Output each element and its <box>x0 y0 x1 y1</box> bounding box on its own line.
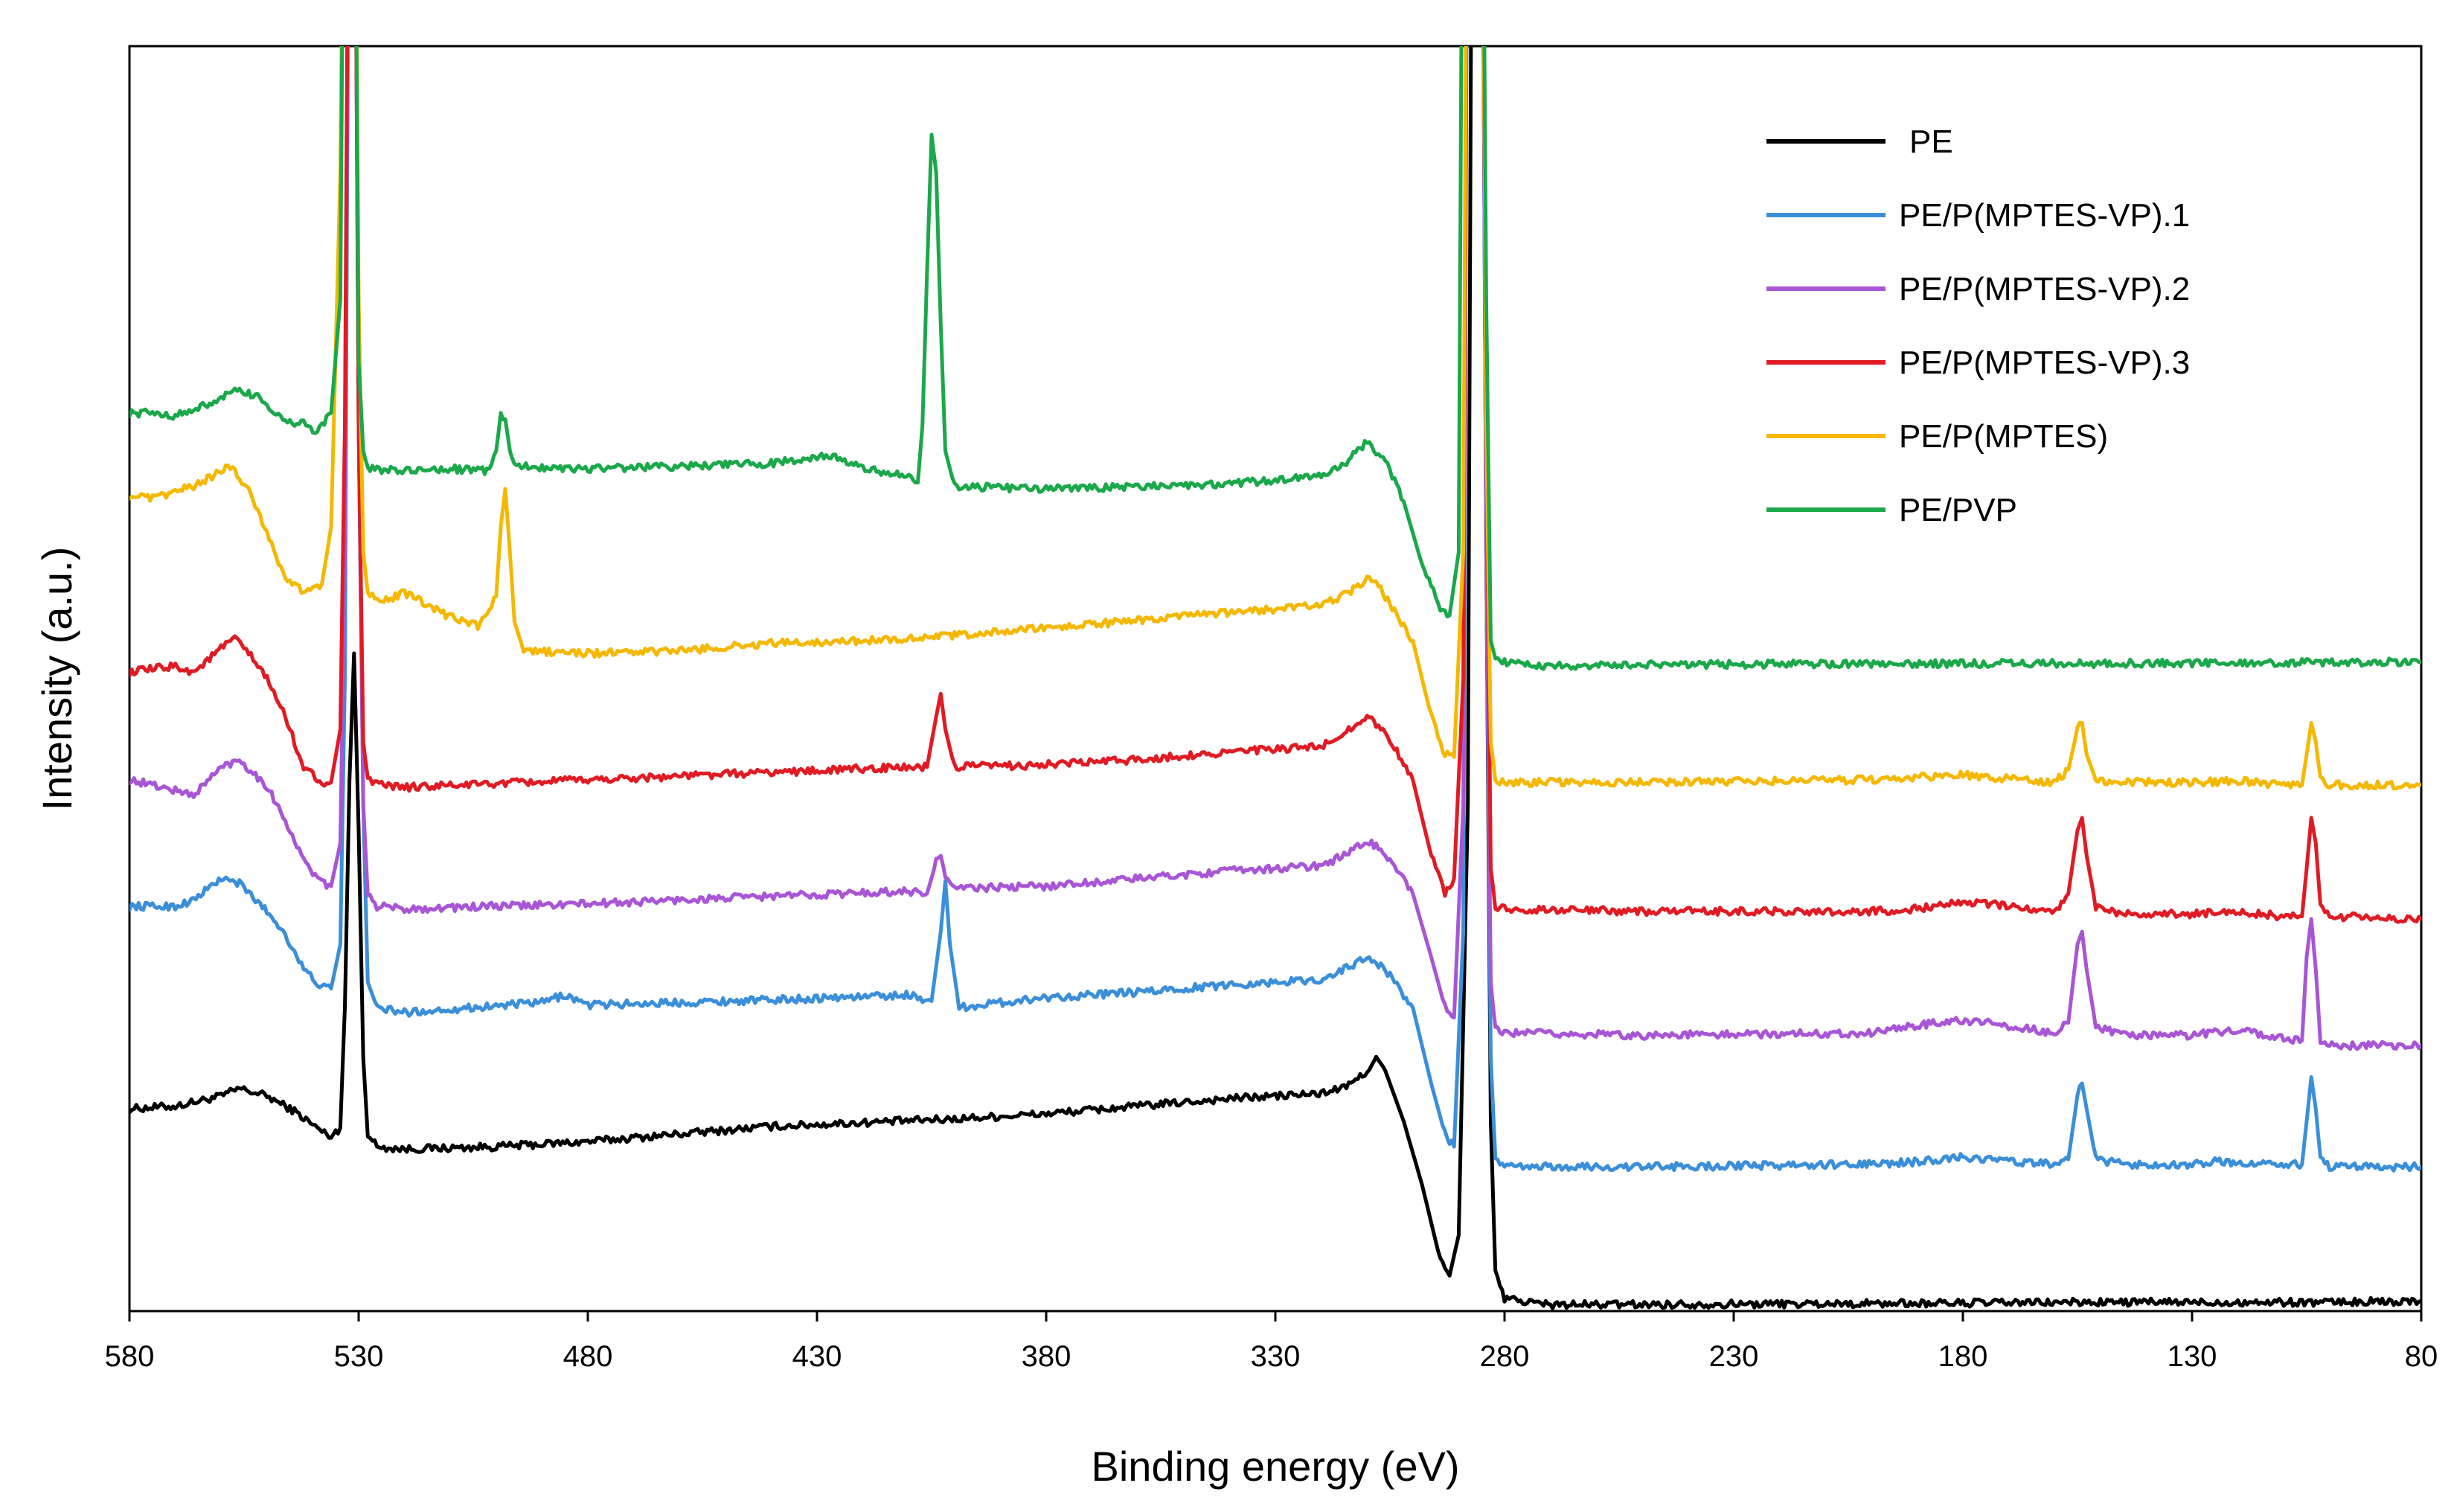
x-tick-label-380: 380 <box>1022 1340 1071 1373</box>
series-line-pe-p-mptes-vp-2 <box>129 46 2421 1051</box>
series-line-pe-pvp <box>129 46 2421 671</box>
series-line-pe-p-mptes <box>129 46 2421 791</box>
legend-label-pe-p-mptes: PE/P(MPTES) <box>1899 418 2108 455</box>
x-tick-label-130: 130 <box>2168 1340 2217 1373</box>
x-tick-label-230: 230 <box>1709 1340 1759 1373</box>
legend-label-pe: PE <box>1909 124 1953 160</box>
x-tick-label-180: 180 <box>1938 1340 1988 1373</box>
legend: PE PE/P(MPTES-VP).1 PE/P(MPTES-VP).2 PE/P(M… <box>1766 124 2190 528</box>
y-axis-title: Intensity (a.u.) <box>33 547 80 811</box>
x-tick-label-480: 480 <box>563 1340 613 1373</box>
series-line-pe <box>129 46 2421 1310</box>
x-tick-label-80: 80 <box>2405 1340 2438 1373</box>
legend-label-pe-pvp: PE/PVP <box>1899 492 2017 528</box>
series-line-pe-p-mptes-vp-1 <box>129 46 2421 1173</box>
series-layer <box>129 46 2421 1310</box>
x-tick-label-530: 530 <box>334 1340 384 1373</box>
legend-label-pe-p-mptes-vp-2: PE/P(MPTES-VP).2 <box>1899 271 2190 307</box>
x-tick-label-330: 330 <box>1251 1340 1301 1373</box>
x-tick-label-430: 430 <box>792 1340 842 1373</box>
x-axis-title: Binding energy (eV) <box>1092 1443 1460 1490</box>
legend-label-pe-p-mptes-vp-1: PE/P(MPTES-VP).1 <box>1899 197 2190 234</box>
x-tick-label-280: 280 <box>1480 1340 1530 1373</box>
x-tick-label-580: 580 <box>105 1340 155 1373</box>
series-line-pe-p-mptes-vp-3 <box>129 46 2421 924</box>
legend-label-pe-p-mptes-vp-3: PE/P(MPTES-VP).3 <box>1899 345 2190 381</box>
x-axis-ticks: 580 530 480 430 380 330 280 230 180 130 80 <box>105 1311 2438 1373</box>
